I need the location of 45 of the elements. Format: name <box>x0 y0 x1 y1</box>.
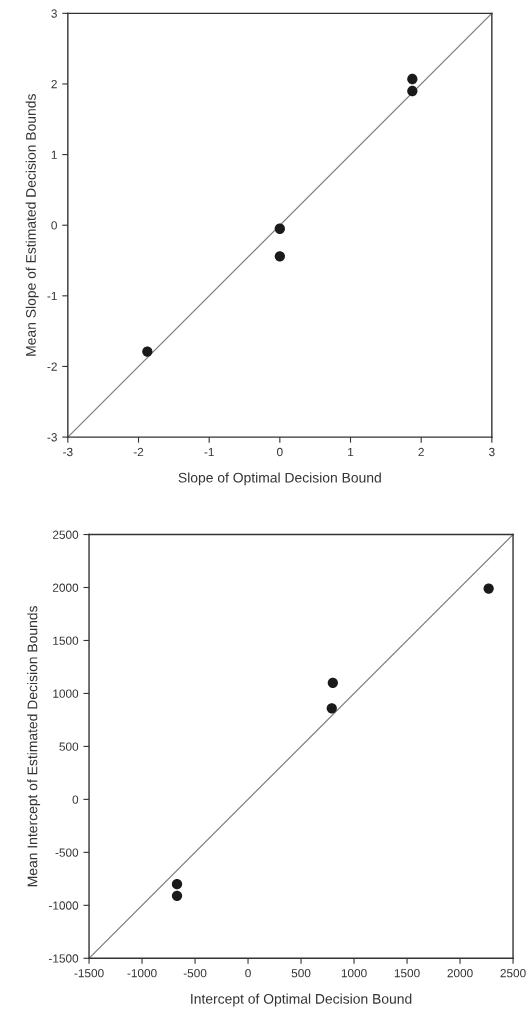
y-tick-label: -3 <box>47 433 57 442</box>
y-tick-label: -1 <box>47 291 57 301</box>
point <box>407 73 418 85</box>
x-tick-label: 2 <box>418 447 424 457</box>
x-tick-label: 2500 <box>500 969 526 978</box>
y-tick-label: -2 <box>47 362 57 371</box>
y-tick-label: 500 <box>59 742 79 751</box>
y-tick-label: 2000 <box>52 583 79 592</box>
point <box>142 346 153 357</box>
y-tick-label: -1500 <box>48 954 79 963</box>
y-tick-label: 3 <box>51 9 57 18</box>
x-tick-label: 2000 <box>447 969 473 978</box>
y-tick-label: 0 <box>51 221 57 230</box>
x-tick-label: 0 <box>277 447 283 457</box>
x-tick-label: 1 <box>348 447 354 457</box>
x-tick-label: -1500 <box>74 969 104 978</box>
point <box>171 878 183 890</box>
y-axis-title: Mean Intercept of Estimated Decision Bounds <box>27 606 41 887</box>
y-tick-label: 2500 <box>52 530 79 539</box>
y-tick-label: 1000 <box>53 689 79 698</box>
x-tick-label: 1000 <box>341 969 367 978</box>
y-tick-label: 0 <box>72 795 79 804</box>
x-tick-label: 1500 <box>394 969 420 978</box>
point <box>327 677 338 688</box>
y-tick-label: -1000 <box>48 901 79 910</box>
x-tick-label: -2 <box>133 447 144 457</box>
y-tick-label: 1500 <box>53 636 79 645</box>
x-axis-title: Intercept of Optimal Decision Bound <box>191 993 412 1007</box>
y-tick-label: -500 <box>55 848 79 857</box>
point <box>171 890 183 901</box>
x-tick-label: 0 <box>245 969 251 978</box>
x-tick-label: -1000 <box>127 969 157 978</box>
x-tick-label: 3 <box>489 447 495 457</box>
y-tick-label: 1 <box>51 150 57 159</box>
point <box>274 223 285 234</box>
point <box>326 703 337 714</box>
y-tick-label: 2 <box>51 80 57 89</box>
x-tick-label: 500 <box>291 969 311 978</box>
point <box>274 251 285 262</box>
x-axis-title: Slope of Optimal Decision Bound <box>178 472 381 486</box>
point <box>407 85 418 97</box>
y-axis-title: Mean Slope of Estimated Decision Bounds <box>25 94 39 356</box>
x-tick-label: -500 <box>183 969 207 978</box>
point <box>483 583 494 594</box>
x-tick-label: -1 <box>204 447 214 457</box>
